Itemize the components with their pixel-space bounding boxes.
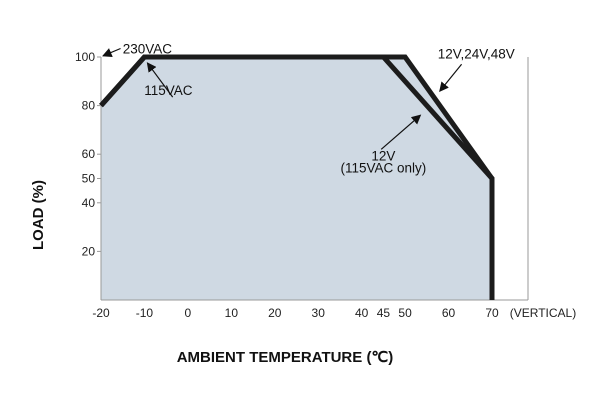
annotation-label: (115VAC only) (340, 161, 426, 176)
x-axis-note: (VERTICAL) (510, 306, 576, 320)
x-axis-title: AMBIENT TEMPERATURE (℃) (177, 349, 394, 366)
leader-12v-24v-48v (439, 63, 463, 92)
leader-230vac (102, 47, 121, 57)
annotations: 230VAC 115VAC 12V,24V,48V 12V(115VAC only) (102, 41, 515, 176)
y-tick-label: 40 (82, 196, 96, 210)
x-tick-label: -20 (92, 306, 110, 320)
x-tick-label: 50 (398, 306, 412, 320)
x-tick-label: 10 (225, 306, 239, 320)
y-ticks: 20 40 50 60 80 100 (75, 50, 101, 258)
x-tick-label: 0 (185, 306, 192, 320)
x-tick-label: 60 (442, 306, 456, 320)
annotation-label: 12V (371, 148, 395, 163)
annotation-label: 230VAC (123, 41, 173, 56)
x-tick-label: 40 (355, 306, 369, 320)
x-ticks: -20 -10 0 10 20 30 40 45 50 60 70 (92, 306, 499, 320)
series-line-2 (99, 54, 495, 300)
plot-area (99, 54, 529, 301)
x-tick-label: 70 (485, 306, 499, 320)
derating-area (101, 57, 492, 300)
x-tick-label: 45 (377, 306, 391, 320)
y-tick-label: 60 (82, 147, 96, 161)
y-tick-label: 50 (82, 172, 96, 186)
leader-12v (380, 114, 422, 150)
annotation-label: 115VAC (144, 83, 193, 98)
y-axis-title: LOAD (%) (30, 180, 47, 250)
x-tick-label: 30 (312, 306, 326, 320)
x-tick-label: -10 (136, 306, 154, 320)
leader-115vac (146, 62, 174, 98)
x-tick-label: 20 (268, 306, 282, 320)
y-tick-label: 100 (75, 50, 95, 64)
y-tick-label: 80 (82, 99, 96, 113)
y-tick-label: 20 (82, 244, 96, 258)
annotation-label: 12V,24V,48V (438, 46, 515, 61)
